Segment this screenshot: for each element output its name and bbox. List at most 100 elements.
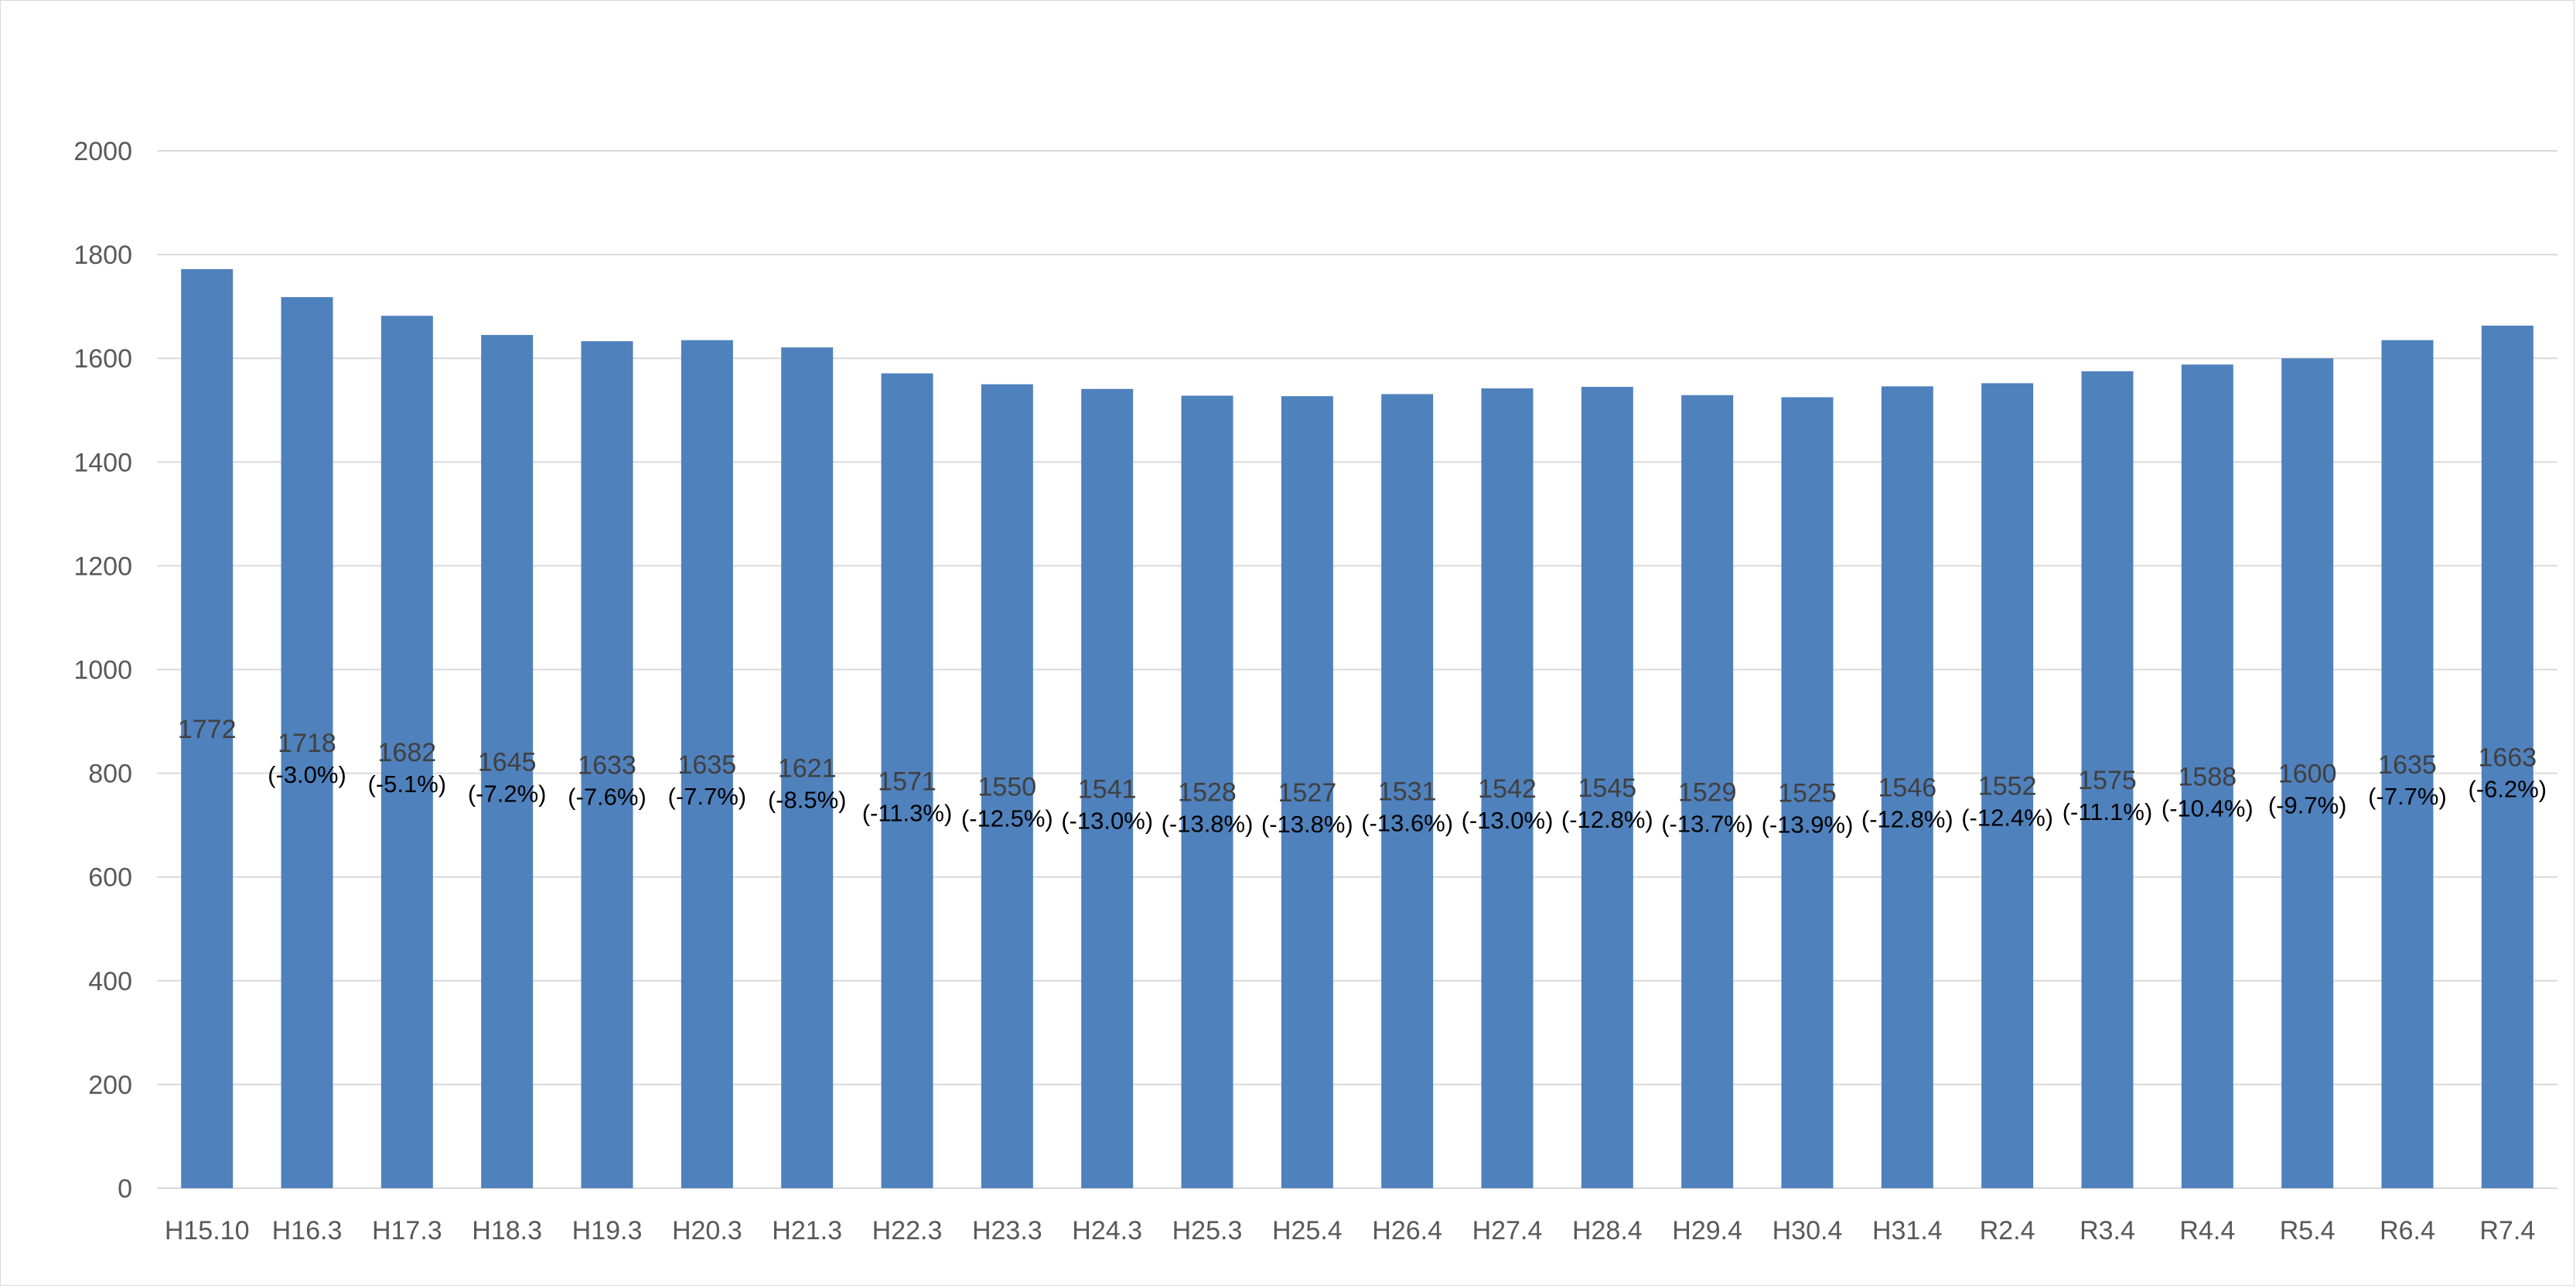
bar: [1081, 388, 1134, 1188]
change-label: (-12.8%): [1561, 806, 1653, 833]
value-label: 1552: [1978, 772, 2037, 801]
y-tick-label: 2000: [73, 137, 132, 166]
x-tick-label: H17.3: [372, 1216, 442, 1245]
value-label: 1541: [1078, 774, 1137, 804]
x-tick-label: H25.3: [1172, 1216, 1243, 1245]
bar: [1781, 397, 1834, 1188]
value-label: 1645: [478, 748, 537, 777]
y-tick-label: 1200: [73, 552, 132, 581]
x-tick-label: H15.10: [165, 1216, 250, 1245]
bar: [981, 384, 1033, 1189]
change-labels: (-3.0%) (-5.1%) (-7.2%) (-7.6%) (-7.7%) (-8.5…: [268, 761, 2547, 839]
x-tick-label: H21.3: [772, 1216, 842, 1245]
value-label: 1545: [1578, 774, 1637, 803]
value-label: 1600: [2278, 760, 2337, 789]
bar: [1181, 395, 1233, 1188]
change-label: (-10.4%): [2161, 795, 2254, 822]
x-tick-label: H28.4: [1572, 1216, 1643, 1245]
x-axis-labels: H15.10 H16.3 H17.3 H18.3 H19.3 H20.3 H21.3 H22.…: [165, 1216, 2535, 1245]
x-tick-label: H29.4: [1672, 1216, 1742, 1245]
x-tick-label: R7.4: [2479, 1216, 2535, 1245]
change-label: (-7.2%): [468, 781, 547, 808]
x-tick-label: R5.4: [2280, 1216, 2335, 1245]
value-label: 1542: [1478, 774, 1537, 804]
value-label: 1633: [578, 751, 636, 781]
y-tick-label: 0: [118, 1174, 132, 1204]
y-axis-ticks: 0 200 400 600 800 1000 1200 1400 1600 1800 2000: [73, 137, 132, 1204]
bar: [2181, 364, 2233, 1189]
change-label: (-13.0%): [1061, 807, 1153, 834]
value-label: 1546: [1878, 774, 1937, 803]
x-tick-label: H18.3: [472, 1216, 542, 1245]
x-tick-label: H31.4: [1872, 1216, 1943, 1245]
change-label: (-7.7%): [2368, 783, 2447, 810]
y-tick-label: 200: [88, 1071, 132, 1100]
value-label: 1635: [2378, 750, 2437, 780]
x-tick-label: H25.4: [1272, 1216, 1343, 1245]
change-label: (-12.5%): [961, 805, 1053, 832]
value-label: 1588: [2179, 763, 2237, 792]
change-label: (-7.7%): [668, 783, 747, 810]
value-labels: 1772 1718 1682 1645 1633 1635 1621 1571 1550 1541…: [178, 715, 2537, 808]
change-label: (-3.0%): [268, 761, 346, 788]
bar: [2381, 340, 2434, 1188]
bar: [1281, 396, 1333, 1188]
gridlines: [157, 150, 2557, 1189]
value-label: 1529: [1678, 777, 1737, 807]
x-tick-label: R6.4: [2380, 1216, 2435, 1245]
bar: [2281, 358, 2334, 1189]
bar: [380, 316, 433, 1188]
change-label: (-13.7%): [1661, 810, 1753, 837]
change-label: (-7.6%): [568, 784, 647, 811]
bar: [881, 373, 933, 1188]
value-label: 1525: [1778, 779, 1837, 808]
y-tick-label: 1400: [73, 448, 132, 477]
x-tick-label: H16.3: [272, 1216, 343, 1245]
bar: [581, 341, 633, 1188]
value-label: 1550: [978, 772, 1037, 801]
bar: [1381, 394, 1434, 1189]
change-label: (-13.6%): [1361, 810, 1453, 837]
change-label: (-13.0%): [1462, 807, 1554, 834]
y-tick-label: 400: [88, 967, 132, 996]
value-label: 1528: [1178, 778, 1237, 808]
x-tick-label: R2.4: [1980, 1216, 2035, 1245]
value-label: 1531: [1378, 777, 1437, 807]
y-tick-label: 1600: [73, 344, 132, 374]
value-label: 1663: [2479, 743, 2537, 772]
x-tick-label: H30.4: [1772, 1216, 1843, 1245]
y-tick-label: 1800: [73, 241, 132, 270]
bar: [2081, 371, 2134, 1188]
bar: [781, 347, 834, 1188]
x-tick-label: H22.3: [872, 1216, 943, 1245]
bar: [1581, 387, 1633, 1188]
change-label: (-11.3%): [862, 799, 953, 826]
change-label: (-12.8%): [1861, 806, 1953, 833]
x-tick-label: R4.4: [2179, 1216, 2235, 1245]
value-label: 1718: [278, 729, 336, 758]
change-label: (-9.7%): [2268, 792, 2347, 819]
bar: [1881, 386, 1933, 1189]
value-label: 1772: [178, 715, 237, 744]
value-label: 1571: [878, 767, 937, 796]
bar: [1681, 395, 1734, 1188]
value-label: 1575: [2078, 766, 2137, 795]
x-tick-label: H24.3: [1072, 1216, 1142, 1245]
change-label: (-12.4%): [1961, 805, 2053, 832]
bars: [181, 268, 2533, 1189]
change-label: (-13.8%): [1261, 811, 1353, 838]
change-label: (-6.2%): [2469, 775, 2547, 802]
value-label: 1527: [1278, 778, 1337, 808]
change-label: (-5.1%): [368, 770, 447, 798]
bar: [681, 340, 733, 1188]
bar: [281, 297, 333, 1188]
x-tick-label: H27.4: [1472, 1216, 1543, 1245]
bar: [181, 268, 234, 1188]
change-label: (-11.1%): [2063, 798, 2153, 825]
x-tick-label: H20.3: [672, 1216, 742, 1245]
bar: [1981, 383, 2034, 1188]
x-tick-label: H23.3: [972, 1216, 1042, 1245]
y-tick-label: 1000: [73, 656, 132, 685]
